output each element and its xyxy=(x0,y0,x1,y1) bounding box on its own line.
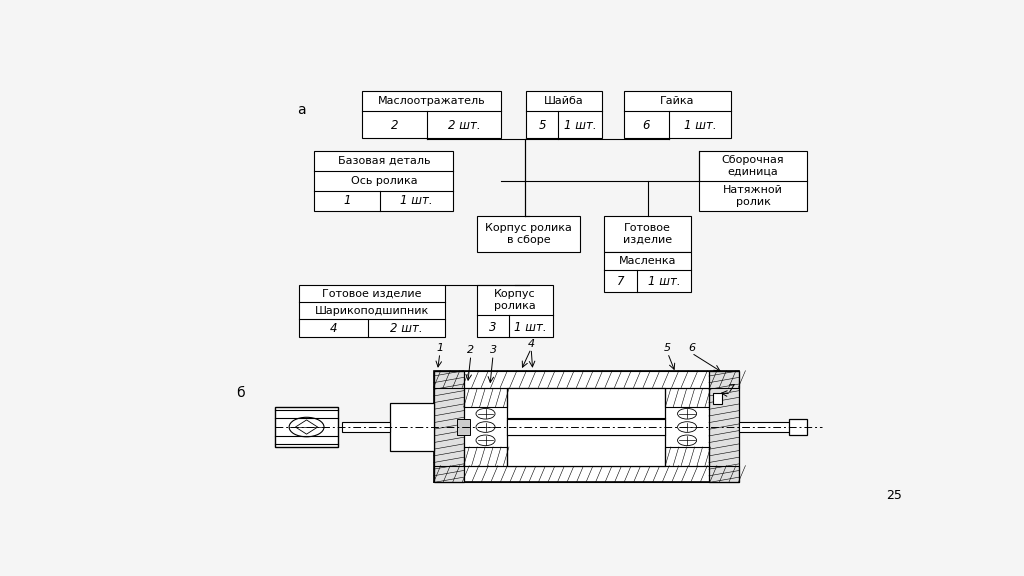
Text: 2 шт.: 2 шт. xyxy=(390,322,423,335)
Circle shape xyxy=(678,435,696,446)
Text: 5: 5 xyxy=(665,343,671,353)
Bar xyxy=(433,371,464,483)
Text: Готовое
изделие: Готовое изделие xyxy=(624,223,673,245)
Bar xyxy=(274,407,338,447)
Text: 1: 1 xyxy=(436,343,443,353)
Text: 1: 1 xyxy=(343,194,351,207)
Bar xyxy=(458,419,470,435)
Text: 7: 7 xyxy=(728,384,734,394)
Text: 4: 4 xyxy=(527,339,535,348)
Text: 1 шт.: 1 шт. xyxy=(563,119,596,132)
Bar xyxy=(604,217,691,252)
Bar xyxy=(624,92,731,138)
Bar xyxy=(464,388,507,407)
Bar xyxy=(299,285,445,338)
Text: 1 шт.: 1 шт. xyxy=(648,275,681,288)
Text: Базовая деталь: Базовая деталь xyxy=(338,156,430,166)
Text: 1 шт.: 1 шт. xyxy=(684,119,717,132)
Text: Масленка: Масленка xyxy=(620,256,677,266)
Bar xyxy=(507,419,666,435)
Text: Корпус
ролика: Корпус ролика xyxy=(494,290,536,311)
Bar xyxy=(433,371,739,388)
Bar xyxy=(477,217,581,252)
Bar xyxy=(464,447,507,465)
Text: б: б xyxy=(237,386,245,400)
Text: Шайба: Шайба xyxy=(544,96,584,106)
Bar xyxy=(666,388,709,407)
Text: Сборочная
единица: Сборочная единица xyxy=(722,156,784,177)
Bar xyxy=(362,92,501,138)
Bar xyxy=(790,419,807,435)
Bar xyxy=(433,371,739,483)
Text: Натяжной
ролик: Натяжной ролик xyxy=(723,185,783,207)
Circle shape xyxy=(476,422,495,433)
Text: 2: 2 xyxy=(391,119,398,132)
Bar xyxy=(433,465,739,483)
Text: 6: 6 xyxy=(688,343,695,353)
Text: 25: 25 xyxy=(886,488,902,502)
Text: Шарикоподшипник: Шарикоподшипник xyxy=(315,306,429,316)
Bar xyxy=(342,422,390,433)
Bar xyxy=(526,92,602,138)
Bar xyxy=(713,393,722,404)
Text: 1 шт.: 1 шт. xyxy=(400,194,433,207)
Bar xyxy=(739,422,793,433)
Circle shape xyxy=(476,408,495,419)
Text: Корпус ролика
в сборе: Корпус ролика в сборе xyxy=(485,223,572,245)
Bar xyxy=(699,151,807,211)
Text: 2: 2 xyxy=(467,345,474,355)
Bar xyxy=(390,403,433,452)
Circle shape xyxy=(678,422,696,433)
Text: 7: 7 xyxy=(617,275,625,288)
Text: 2 шт.: 2 шт. xyxy=(447,119,480,132)
Text: 3: 3 xyxy=(489,345,497,355)
Bar xyxy=(604,252,691,292)
Text: а: а xyxy=(297,103,305,118)
Text: 1 шт.: 1 шт. xyxy=(514,321,547,334)
Circle shape xyxy=(678,408,696,419)
Bar xyxy=(666,447,709,465)
Bar xyxy=(477,285,553,338)
Circle shape xyxy=(476,435,495,446)
Text: 3: 3 xyxy=(489,321,497,334)
Bar xyxy=(709,371,739,483)
Text: 5: 5 xyxy=(539,119,546,132)
Bar xyxy=(507,388,666,465)
Text: Ось ролика: Ось ролика xyxy=(350,176,417,186)
Bar xyxy=(314,151,454,211)
Text: 6: 6 xyxy=(643,119,650,132)
Text: Готовое изделие: Готовое изделие xyxy=(323,289,422,298)
Text: Гайка: Гайка xyxy=(660,96,695,106)
Text: Маслоотражатель: Маслоотражатель xyxy=(378,96,485,106)
Text: 4: 4 xyxy=(330,322,337,335)
